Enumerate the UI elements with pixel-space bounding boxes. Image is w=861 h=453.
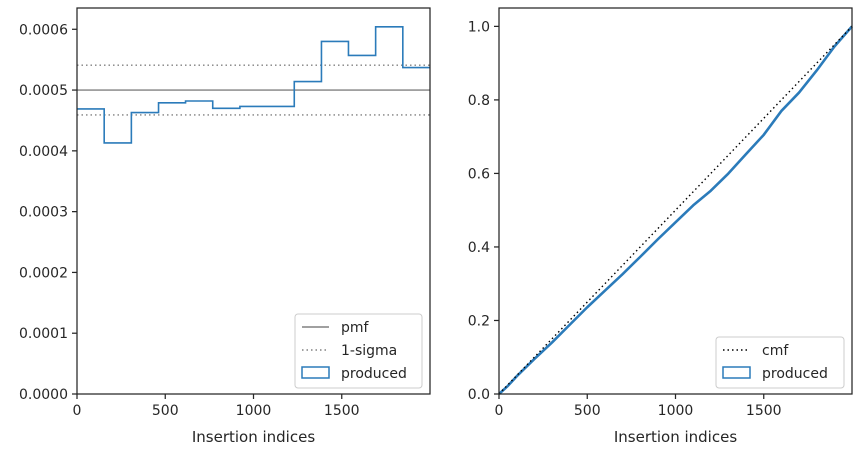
pmf-chart-ytick-label: 0.0005 xyxy=(19,83,68,99)
pmf-chart-xlabel: Insertion indices xyxy=(192,428,315,446)
pmf-legend-entry-label: pmf xyxy=(341,320,370,336)
pmf-chart-ytick-label: 0.0001 xyxy=(19,326,68,342)
cmf-chart-marks xyxy=(498,25,853,395)
pmf-chart-ytick-label: 0.0003 xyxy=(19,205,68,221)
produced-legend-entry-swatch xyxy=(301,366,330,379)
pmf-legend-box xyxy=(294,313,423,389)
cmf-chart-xtick-label: 0 xyxy=(495,403,504,419)
cmf-chart-legend: cmf produced xyxy=(715,336,845,389)
cmf-chart-ytick-label: 0.6 xyxy=(468,166,490,182)
pmf-chart-xtick-label: 0 xyxy=(73,403,82,419)
produced-legend-entry-swatch xyxy=(722,366,751,379)
produced-legend-entry-label: produced xyxy=(341,366,407,382)
cmf-chart-ytick-label: 0.4 xyxy=(468,240,490,256)
cmf-chart-ytick-label: 0.8 xyxy=(468,93,490,109)
pmf-chart-marks xyxy=(77,26,430,144)
pmf-chart-ytick-label: 0.0000 xyxy=(19,387,68,403)
pmf-chart-ytick-label: 0.0002 xyxy=(19,265,68,281)
pmf-chart-xtick-label: 1000 xyxy=(236,403,272,419)
produced-cdf-line xyxy=(498,25,853,395)
cmf-chart-ytick-label: 1.0 xyxy=(468,19,490,35)
cmf-chart-xtick-label: 1500 xyxy=(746,403,782,419)
pmf-chart-ytick-label: 0.0004 xyxy=(19,144,68,160)
cmf-chart-xtick-label: 500 xyxy=(574,403,601,419)
cmf-legend-box xyxy=(715,336,845,389)
cmf-chart-xlabel: Insertion indices xyxy=(614,428,737,446)
pmf-chart: 0 500 1000 1500 0.0000 0.0001 0.0002 0.0003 0.00… xyxy=(19,7,431,446)
cmf-chart-ytick-label: 0.0 xyxy=(468,387,490,403)
cmf-chart-ytick-label: 0.2 xyxy=(468,313,490,329)
pmf-chart-xtick-label: 500 xyxy=(152,403,179,419)
cmf-chart-xtick-label: 1000 xyxy=(658,403,694,419)
cmf-chart-frame xyxy=(498,7,853,395)
one-sigma-legend-entry-label: 1-sigma xyxy=(341,343,397,359)
pmf-chart-ticks: 0 500 1000 1500 0.0000 0.0001 0.0002 0.0003 0.00… xyxy=(19,22,360,419)
pmf-chart-legend: pmf 1-sigma produced xyxy=(294,313,423,389)
pmf-chart-xtick-label: 1500 xyxy=(324,403,360,419)
produced-step-line xyxy=(77,26,430,144)
produced-legend-entry-label: produced xyxy=(762,366,828,382)
pmf-chart-ytick-label: 0.0006 xyxy=(19,22,68,38)
cmf-legend-entry-label: cmf xyxy=(762,343,789,359)
cmf-chart-ticks: 0 500 1000 1500 0.0 0.2 0.4 0.6 0.8 1.0 xyxy=(468,19,782,419)
cmf-chart: 0 500 1000 1500 0.0 0.2 0.4 0.6 0.8 1.0 Insertion… xyxy=(468,7,853,446)
